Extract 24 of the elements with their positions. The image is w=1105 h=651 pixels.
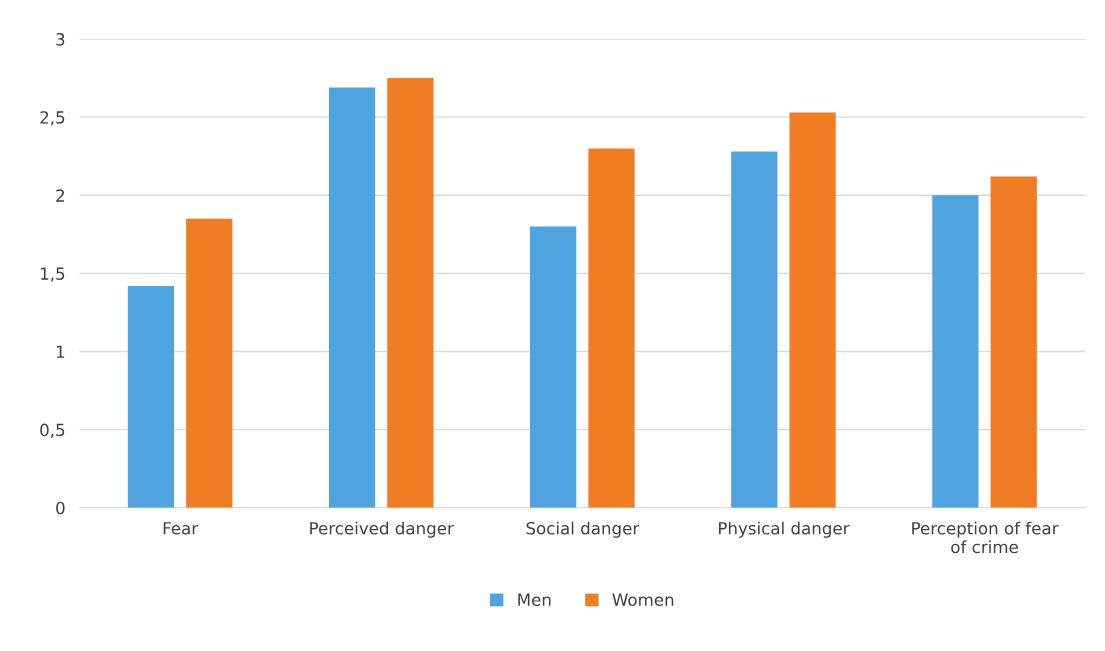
x-tick-label: Perceived danger — [310, 521, 454, 538]
x-tick-label: Physical danger — [719, 521, 850, 538]
y-tick-label: 2,5 — [40, 111, 65, 126]
y-tick-label: 2 — [56, 189, 64, 202]
bar — [186, 218, 233, 508]
bar — [731, 151, 778, 508]
y-tick-label: 1 — [56, 345, 65, 358]
legend-label: Men — [518, 593, 551, 606]
bar — [127, 285, 175, 508]
x-tick-label: Social danger — [526, 521, 640, 538]
x-tick-label: Perception of fear of crime — [912, 521, 1059, 554]
x-tick-label: Fear — [163, 522, 199, 535]
bar — [387, 78, 434, 508]
bar — [789, 112, 836, 508]
bar — [328, 87, 376, 508]
y-tick-label: 0 — [56, 501, 65, 515]
bar — [932, 195, 979, 508]
y-tick-label: 0,5 — [40, 423, 65, 438]
y-tick-label: 1,5 — [41, 267, 65, 282]
legend-label: Women — [612, 593, 674, 606]
bar — [530, 226, 577, 508]
bar — [990, 176, 1037, 508]
y-tick-label: 3 — [56, 33, 65, 46]
bar — [588, 148, 635, 508]
